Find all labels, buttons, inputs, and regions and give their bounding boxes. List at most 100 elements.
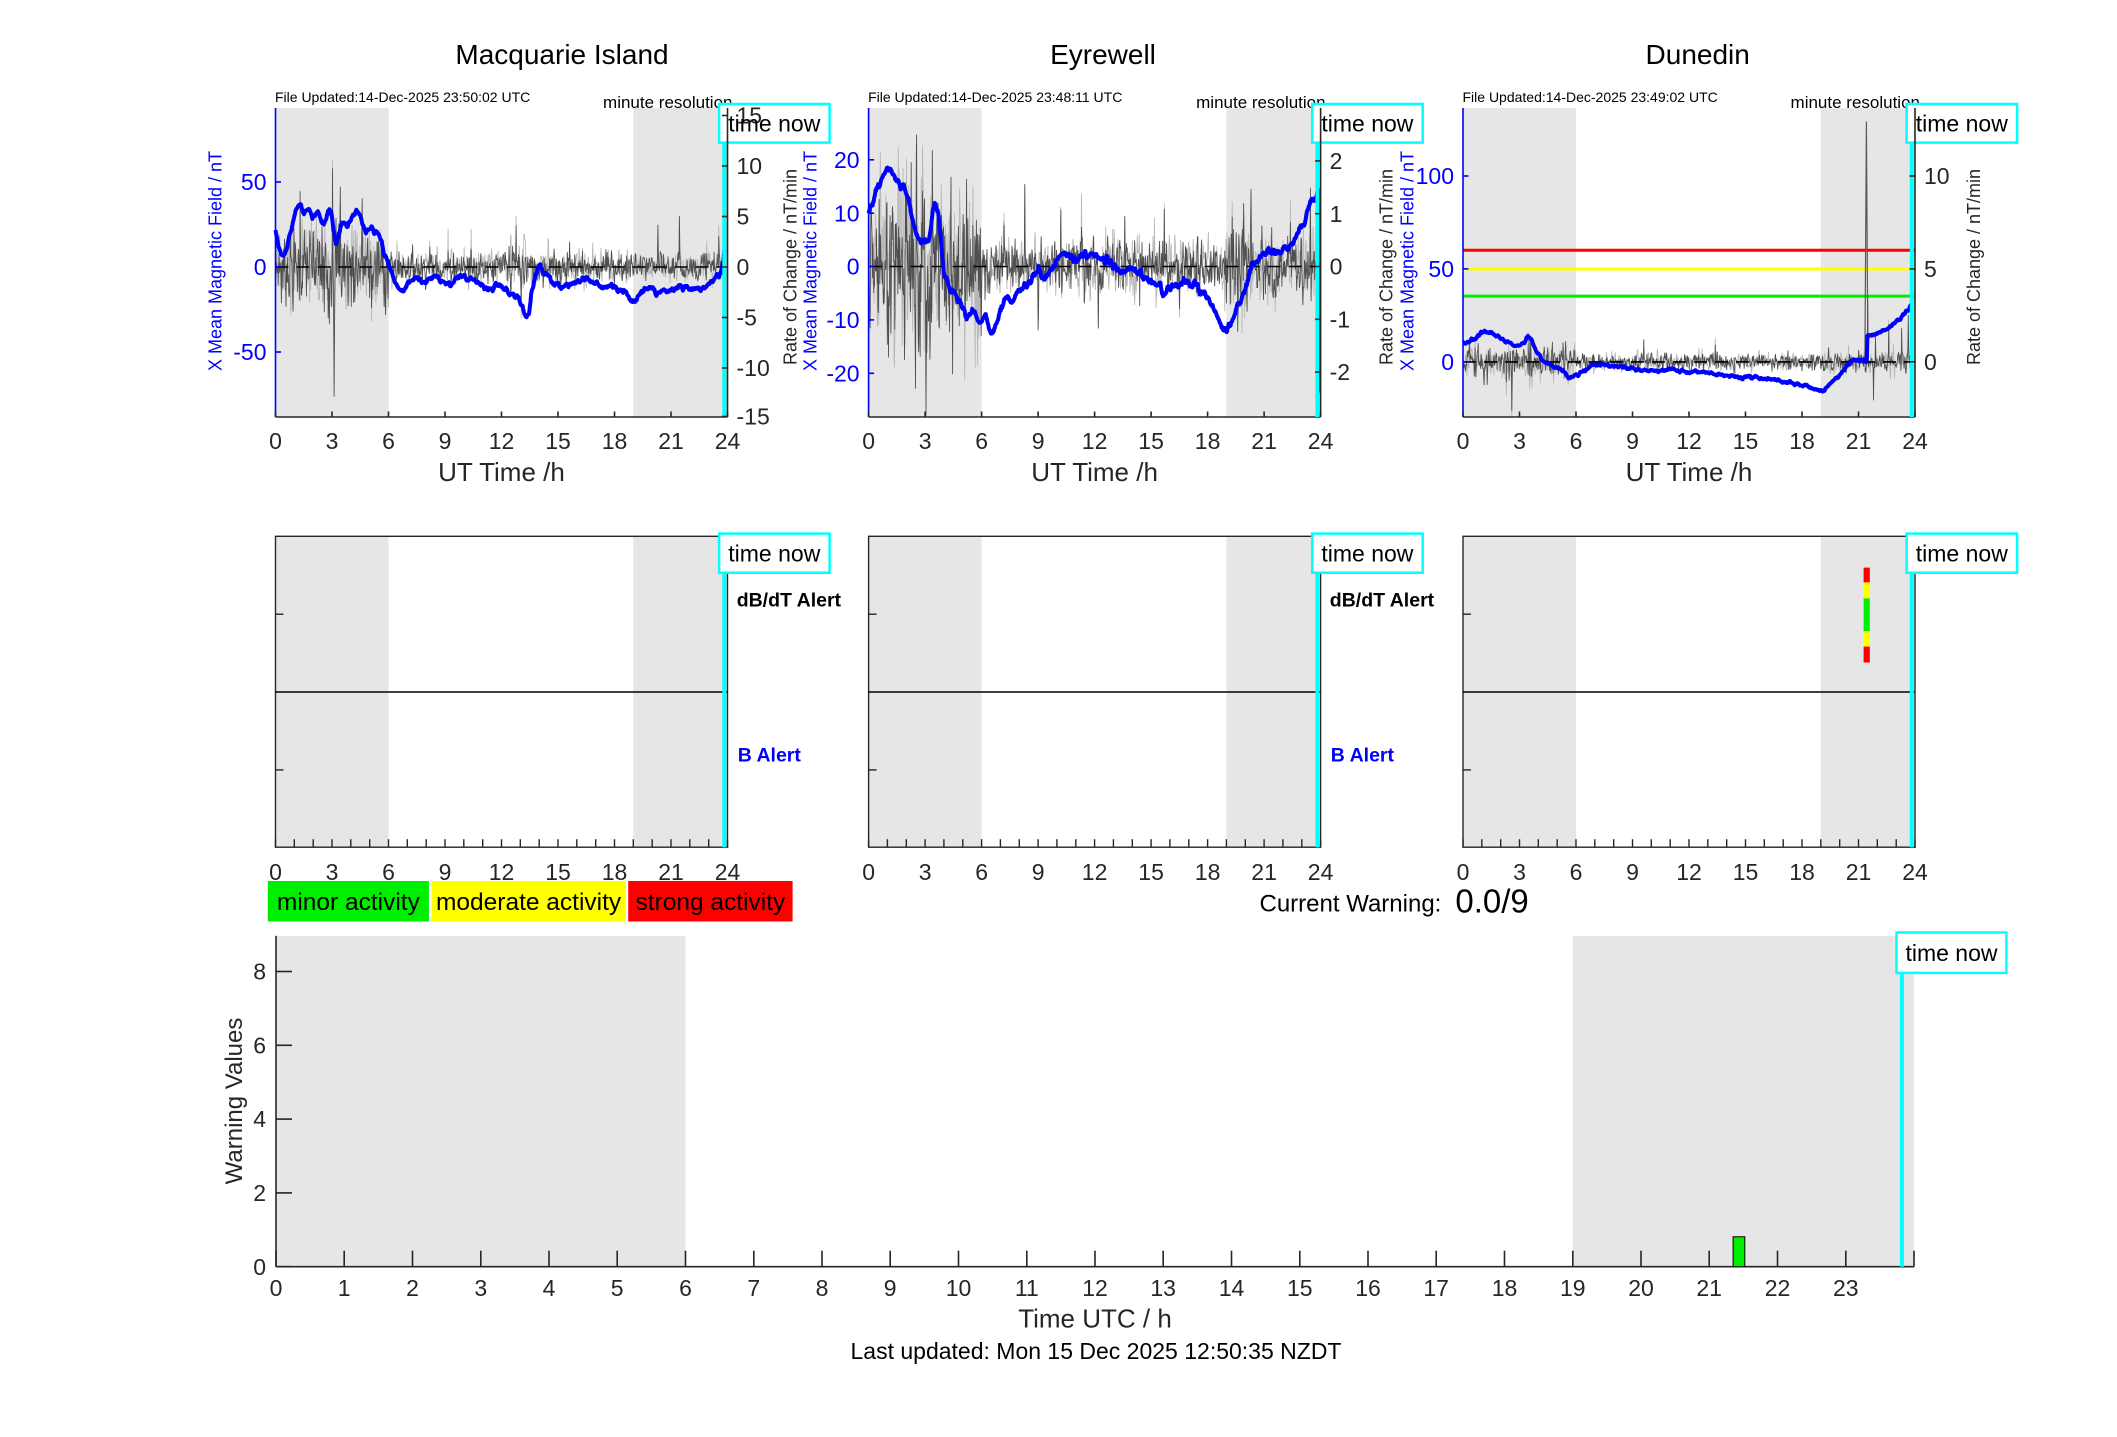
svg-text:moderate activity: moderate activity [436, 889, 622, 916]
svg-text:5: 5 [737, 204, 750, 230]
svg-text:-2: -2 [1330, 359, 1350, 385]
svg-text:-5: -5 [737, 305, 757, 331]
svg-text:0: 0 [253, 1254, 266, 1280]
svg-text:5: 5 [1924, 256, 1937, 282]
svg-text:UT Time /h: UT Time /h [438, 457, 565, 487]
svg-text:10: 10 [834, 200, 860, 226]
svg-text:1: 1 [1330, 201, 1343, 227]
svg-text:6: 6 [253, 1032, 266, 1058]
svg-text:-10: -10 [826, 307, 859, 333]
svg-text:9: 9 [439, 859, 452, 885]
svg-text:15: 15 [545, 859, 571, 885]
svg-text:Dunedin: Dunedin [1646, 39, 1750, 70]
svg-text:0: 0 [737, 254, 750, 280]
svg-text:15: 15 [1733, 428, 1759, 454]
svg-text:18: 18 [602, 859, 628, 885]
svg-text:9: 9 [439, 428, 452, 454]
svg-text:X Mean Magnetic Field / nT: X Mean Magnetic Field / nT [205, 151, 225, 371]
svg-text:23: 23 [1833, 1275, 1859, 1301]
svg-text:18: 18 [1195, 428, 1221, 454]
svg-text:15: 15 [1138, 428, 1164, 454]
svg-text:12: 12 [1676, 428, 1702, 454]
svg-text:13: 13 [1150, 1275, 1176, 1301]
svg-text:16: 16 [1355, 1275, 1381, 1301]
svg-text:3: 3 [919, 859, 932, 885]
svg-text:12: 12 [489, 859, 515, 885]
svg-text:0.0/9: 0.0/9 [1455, 883, 1528, 920]
svg-text:0: 0 [1457, 428, 1470, 454]
svg-text:21: 21 [1846, 859, 1872, 885]
svg-text:12: 12 [1676, 859, 1702, 885]
svg-text:-20: -20 [826, 360, 859, 386]
svg-text:0: 0 [1457, 859, 1470, 885]
svg-text:15: 15 [737, 103, 763, 129]
svg-text:Eyrewell: Eyrewell [1050, 39, 1156, 70]
svg-text:-15: -15 [737, 404, 770, 430]
svg-text:0: 0 [1330, 254, 1343, 280]
svg-text:0: 0 [1924, 349, 1937, 375]
svg-text:50: 50 [241, 169, 267, 195]
svg-text:B Alert: B Alert [738, 744, 802, 766]
svg-text:12: 12 [1082, 1275, 1108, 1301]
svg-text:File Updated:14-Dec-2025 23:49: File Updated:14-Dec-2025 23:49:02 UTC [1463, 89, 1718, 105]
svg-text:100: 100 [1416, 163, 1454, 189]
svg-text:14: 14 [1219, 1275, 1245, 1301]
svg-text:10: 10 [1924, 163, 1950, 189]
svg-text:15: 15 [1733, 859, 1759, 885]
svg-text:Rate of Change / nT/min: Rate of Change / nT/min [780, 169, 800, 365]
svg-text:3: 3 [474, 1275, 487, 1301]
svg-text:0: 0 [269, 428, 282, 454]
svg-text:9: 9 [1626, 859, 1639, 885]
svg-text:B Alert: B Alert [1331, 744, 1395, 766]
svg-text:3: 3 [326, 428, 339, 454]
svg-text:UT Time /h: UT Time /h [1626, 457, 1753, 487]
svg-text:3: 3 [919, 428, 932, 454]
svg-text:X Mean Magnetic Field / nT: X Mean Magnetic Field / nT [800, 151, 820, 371]
svg-text:50: 50 [1428, 256, 1454, 282]
svg-text:0: 0 [254, 254, 267, 280]
svg-text:0: 0 [270, 1275, 283, 1301]
svg-text:6: 6 [1570, 859, 1583, 885]
svg-text:21: 21 [1846, 428, 1872, 454]
svg-text:time now: time now [1905, 940, 1997, 966]
svg-text:24: 24 [715, 859, 741, 885]
svg-text:time now: time now [728, 110, 820, 136]
svg-text:12: 12 [1082, 859, 1108, 885]
svg-text:22: 22 [1765, 1275, 1791, 1301]
svg-text:6: 6 [975, 859, 988, 885]
svg-text:18: 18 [1492, 1275, 1518, 1301]
svg-text:6: 6 [1570, 428, 1583, 454]
svg-text:time now: time now [1321, 540, 1413, 566]
svg-text:strong activity: strong activity [636, 889, 787, 916]
svg-text:0: 0 [1441, 349, 1454, 375]
svg-text:dB/dT Alert: dB/dT Alert [737, 590, 842, 612]
svg-text:18: 18 [1789, 428, 1815, 454]
svg-text:Time UTC / h: Time UTC / h [1018, 1304, 1172, 1334]
svg-text:12: 12 [489, 428, 515, 454]
svg-text:time now: time now [1916, 540, 2008, 566]
svg-text:9: 9 [884, 1275, 897, 1301]
svg-text:Rate of Change / nT/min: Rate of Change / nT/min [1376, 169, 1396, 365]
svg-text:9: 9 [1032, 428, 1045, 454]
svg-text:minute resolution: minute resolution [603, 93, 732, 112]
svg-text:-50: -50 [233, 339, 266, 365]
svg-text:20: 20 [1628, 1275, 1654, 1301]
svg-text:24: 24 [1308, 859, 1334, 885]
svg-text:8: 8 [253, 959, 266, 985]
svg-text:11: 11 [1015, 1275, 1039, 1301]
svg-text:17: 17 [1423, 1275, 1449, 1301]
svg-text:19: 19 [1560, 1275, 1586, 1301]
svg-text:21: 21 [1251, 428, 1277, 454]
svg-text:24: 24 [1308, 428, 1334, 454]
svg-text:21: 21 [658, 859, 684, 885]
svg-text:21: 21 [1251, 859, 1277, 885]
svg-text:15: 15 [1287, 1275, 1313, 1301]
svg-text:-10: -10 [737, 355, 770, 381]
svg-text:24: 24 [1902, 428, 1928, 454]
svg-text:0: 0 [269, 859, 282, 885]
svg-text:UT Time /h: UT Time /h [1031, 457, 1158, 487]
svg-text:0: 0 [862, 428, 875, 454]
svg-text:7: 7 [747, 1275, 760, 1301]
svg-text:Rate of Change / nT/min: Rate of Change / nT/min [1964, 169, 1984, 365]
svg-text:minute resolution: minute resolution [1196, 93, 1325, 112]
